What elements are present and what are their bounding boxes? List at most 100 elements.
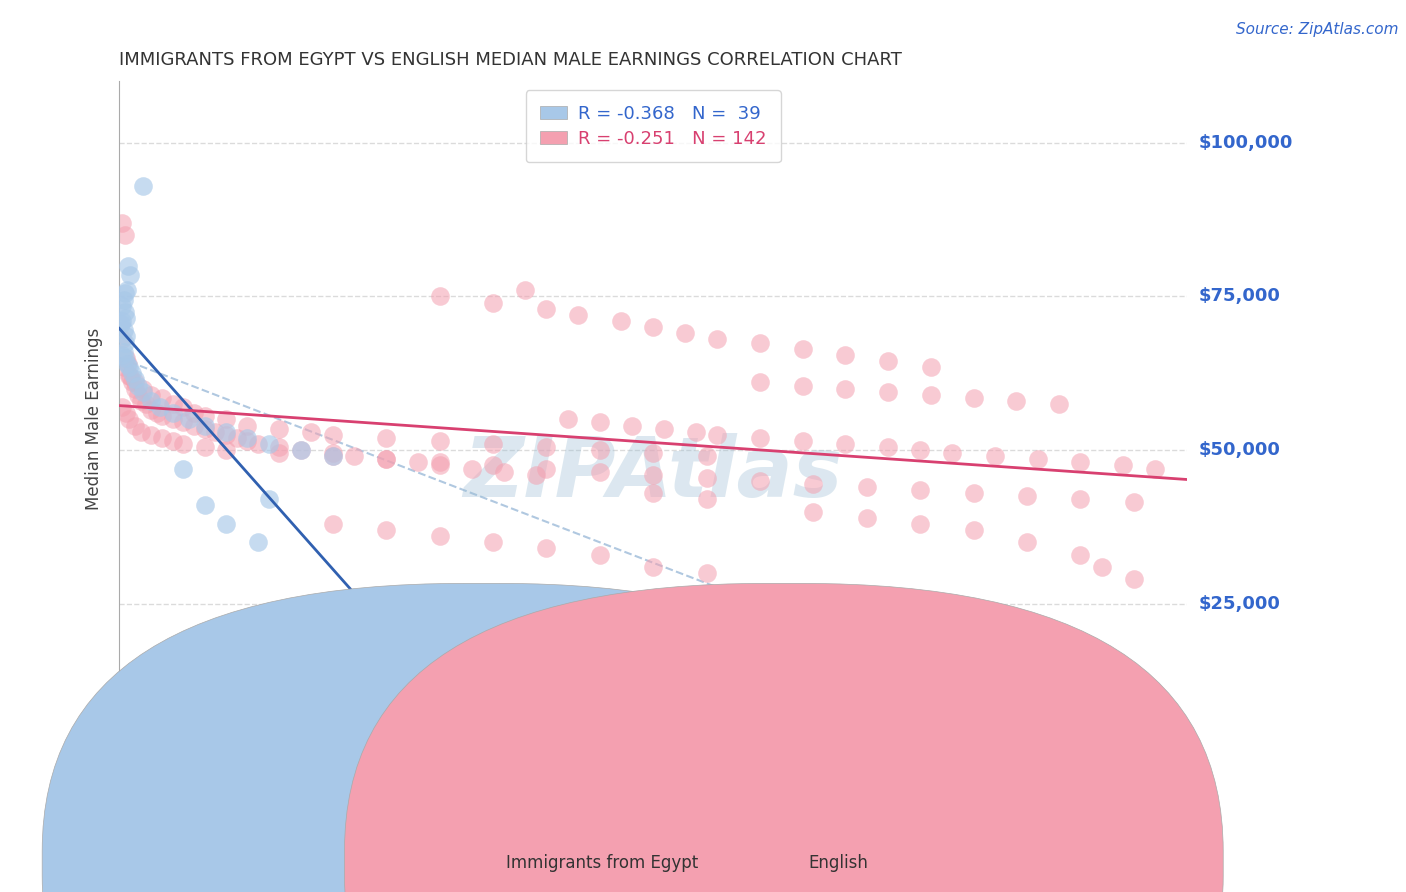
Point	[429, 529, 451, 543]
Point	[204, 425, 226, 439]
Point	[215, 425, 238, 439]
Point	[124, 376, 146, 390]
Point	[322, 446, 344, 460]
Point	[920, 360, 942, 375]
Point	[429, 289, 451, 303]
Point	[269, 440, 291, 454]
Text: $75,000: $75,000	[1198, 287, 1279, 305]
Point	[135, 397, 157, 411]
Point	[247, 437, 270, 451]
Point	[290, 443, 312, 458]
Point	[114, 335, 136, 350]
Point	[855, 510, 877, 524]
Point	[962, 486, 984, 500]
Point	[375, 452, 398, 467]
Point	[1091, 560, 1114, 574]
Point	[792, 378, 814, 392]
Point	[247, 535, 270, 549]
Point	[257, 652, 280, 666]
Point	[111, 216, 134, 230]
Point	[749, 335, 772, 350]
Point	[121, 366, 143, 380]
Point	[1112, 458, 1135, 473]
Point	[236, 434, 259, 448]
Point	[920, 388, 942, 402]
Point	[1015, 489, 1038, 503]
Point	[834, 437, 856, 451]
Point	[908, 516, 931, 531]
Point	[215, 516, 238, 531]
Point	[536, 301, 558, 316]
Point	[375, 452, 398, 467]
Point	[111, 299, 134, 313]
Point	[406, 455, 429, 469]
Point	[141, 388, 163, 402]
Point	[269, 446, 291, 460]
Point	[696, 471, 718, 485]
Point	[1144, 461, 1167, 475]
Point	[536, 541, 558, 556]
Point	[129, 393, 152, 408]
Point	[536, 461, 558, 475]
Point	[643, 560, 665, 574]
Point	[696, 492, 718, 507]
Point	[118, 369, 141, 384]
Point	[322, 449, 344, 463]
Point	[118, 412, 141, 426]
Point	[162, 397, 184, 411]
Point	[117, 357, 139, 371]
Point	[194, 421, 217, 435]
Text: Immigrants from Egypt: Immigrants from Egypt	[506, 855, 699, 872]
Point	[114, 351, 136, 365]
Point	[215, 443, 238, 458]
Point	[162, 406, 184, 420]
Point	[194, 499, 217, 513]
Text: IMMIGRANTS FROM EGYPT VS ENGLISH MEDIAN MALE EARNINGS CORRELATION CHART: IMMIGRANTS FROM EGYPT VS ENGLISH MEDIAN …	[120, 51, 903, 69]
Point	[124, 418, 146, 433]
Point	[236, 418, 259, 433]
Point	[124, 372, 146, 386]
Point	[492, 465, 515, 479]
Y-axis label: Median Male Earnings: Median Male Earnings	[86, 328, 103, 510]
Point	[482, 295, 505, 310]
Point	[984, 449, 1007, 463]
Point	[589, 443, 612, 458]
Point	[696, 566, 718, 580]
Point	[111, 400, 134, 414]
Point	[589, 548, 612, 562]
Point	[429, 455, 451, 469]
Point	[112, 360, 135, 375]
Point	[141, 393, 163, 408]
Point	[1122, 572, 1144, 586]
Point	[114, 351, 136, 365]
Point	[1069, 492, 1091, 507]
Point	[118, 360, 141, 375]
Point	[132, 384, 155, 399]
Point	[643, 446, 665, 460]
Point	[513, 283, 536, 297]
Point	[257, 492, 280, 507]
Text: ZIPAtlas: ZIPAtlas	[464, 433, 842, 514]
Point	[111, 314, 134, 328]
Point	[115, 357, 138, 371]
Point	[429, 434, 451, 448]
Point	[877, 440, 900, 454]
Point	[118, 369, 141, 384]
Point	[482, 437, 505, 451]
Point	[129, 425, 152, 439]
Point	[115, 283, 138, 297]
Point	[145, 406, 167, 420]
Point	[194, 440, 217, 454]
Point	[557, 412, 579, 426]
Point	[269, 421, 291, 435]
Point	[524, 467, 547, 482]
Point	[1005, 393, 1028, 408]
Point	[1122, 495, 1144, 509]
Point	[112, 344, 135, 359]
Point	[112, 323, 135, 337]
Point	[792, 434, 814, 448]
Point	[706, 333, 728, 347]
Point	[225, 431, 247, 445]
Point	[215, 427, 238, 442]
Point	[855, 480, 877, 494]
